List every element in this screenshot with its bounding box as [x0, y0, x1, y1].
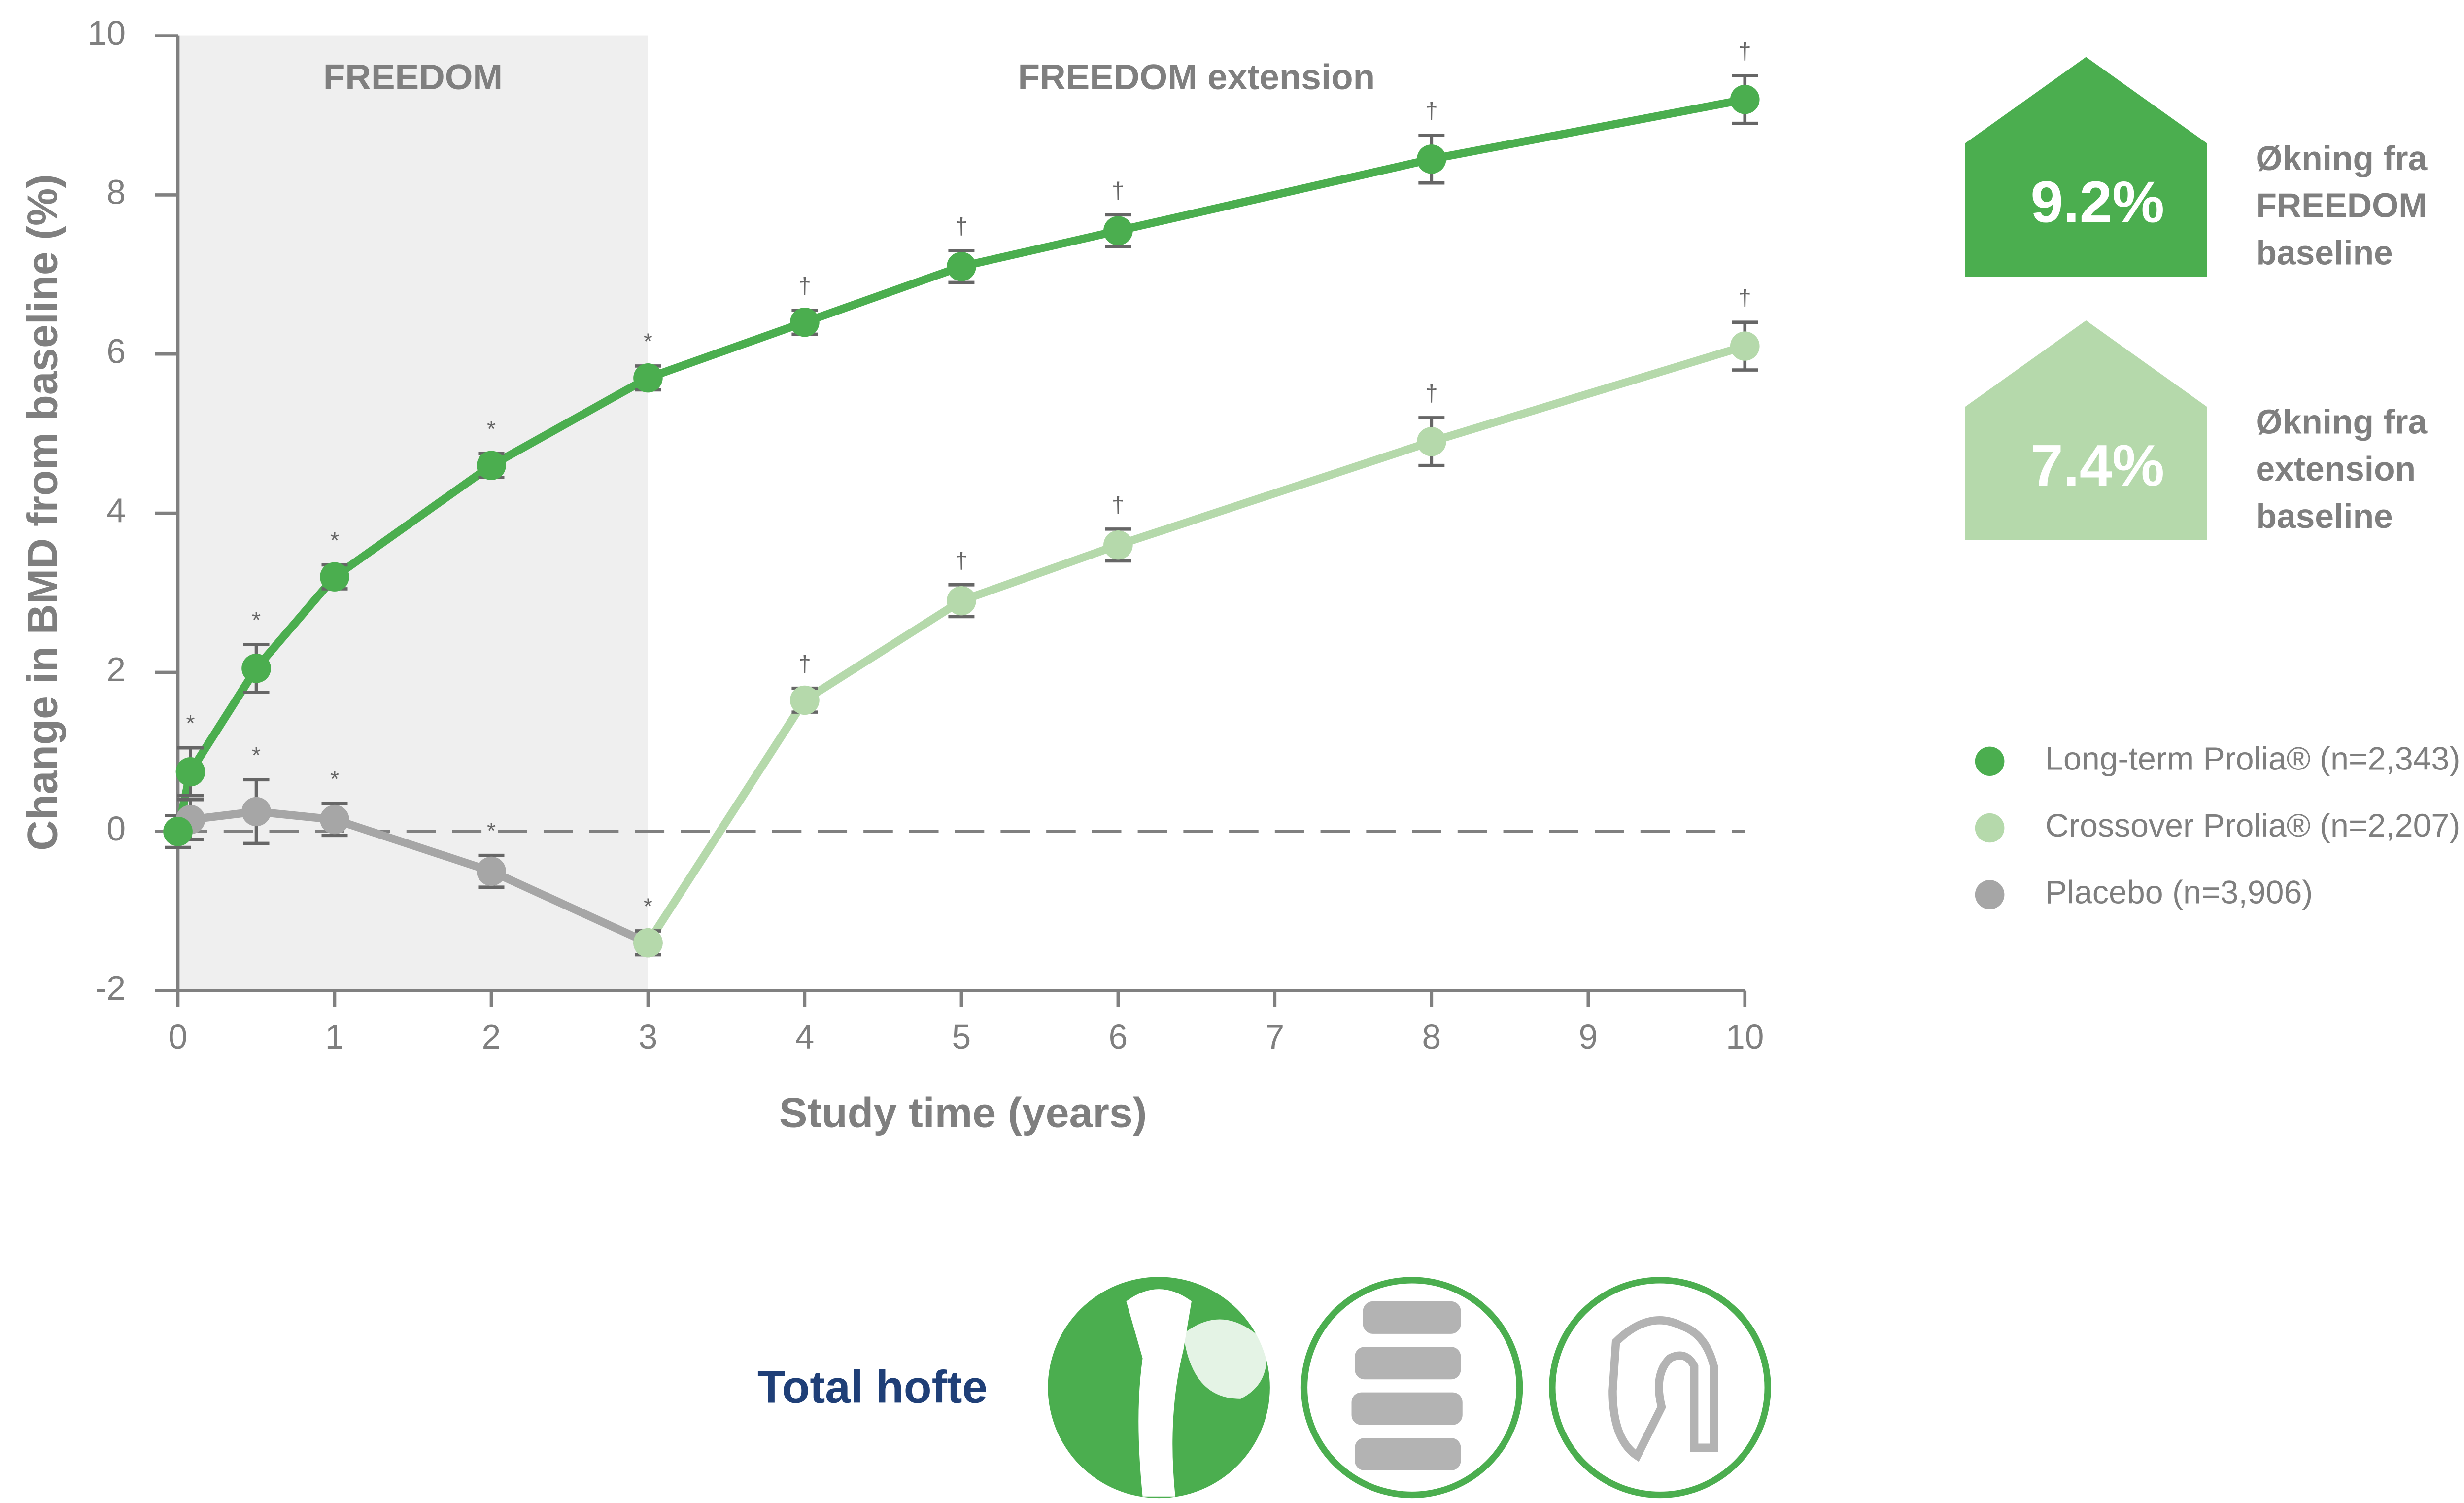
data-point [163, 817, 193, 846]
region-label: FREEDOM extension [1018, 57, 1375, 97]
point-label: † [1112, 491, 1125, 517]
footer-label: Total hofte [757, 1362, 988, 1413]
x-tick-label: 6 [1109, 1017, 1128, 1056]
y-axis-label: Change in BMD from baseline (%) [19, 174, 66, 851]
region-label: FREEDOM [323, 57, 503, 97]
data-point [633, 928, 663, 958]
legend-label: Long-term Prolia® (n=2,343) [2045, 741, 2460, 777]
shoulder-bone [1608, 1316, 1718, 1462]
pelvis [1183, 1319, 1267, 1399]
point-label: * [186, 710, 195, 736]
x-tick-label: 3 [639, 1017, 658, 1056]
data-point [1103, 530, 1133, 560]
callout-text: Økning fra [2256, 139, 2428, 177]
data-point [633, 363, 663, 393]
data-point [241, 797, 271, 827]
point-label: † [1112, 177, 1125, 203]
point-label: * [330, 766, 339, 792]
data-point [947, 251, 976, 281]
legend-marker [1975, 813, 2005, 843]
point-label: † [798, 651, 811, 676]
point-label: † [1425, 380, 1438, 406]
y-tick-label: 0 [106, 809, 126, 848]
data-point [175, 757, 205, 787]
legend-label: Crossover Prolia® (n=2,207) [2045, 807, 2460, 844]
data-point [241, 654, 271, 683]
data-point [477, 451, 506, 480]
point-label: * [644, 894, 652, 919]
point-label: * [330, 527, 339, 553]
y-tick-label: 6 [106, 332, 126, 371]
x-tick-label: 4 [795, 1017, 815, 1056]
x-tick-label: 5 [952, 1017, 971, 1056]
x-axis-label: Study time (years) [779, 1089, 1147, 1136]
point-label: † [1739, 38, 1751, 64]
callout-shape [1965, 57, 2207, 277]
x-tick-label: 0 [169, 1017, 188, 1056]
point-label: † [955, 213, 968, 239]
callout-text: baseline [2256, 233, 2393, 272]
data-point [320, 562, 349, 592]
icons [1048, 1277, 1771, 1499]
data-point [947, 586, 976, 616]
y-tick-label: 10 [88, 14, 126, 52]
callout-text: Økning fra [2256, 403, 2428, 441]
x-tick-label: 10 [1726, 1017, 1764, 1056]
point-label: * [252, 742, 261, 768]
point-label: * [644, 329, 652, 354]
y-tick-label: 2 [106, 650, 126, 689]
point-label: † [955, 547, 968, 573]
data-point [790, 307, 820, 337]
vertebrae [1351, 1301, 1463, 1471]
point-label: * [487, 818, 496, 843]
x-tick-label: 1 [325, 1017, 344, 1056]
point-label: † [1739, 285, 1751, 311]
x-tick-label: 9 [1578, 1017, 1598, 1056]
data-point [1730, 85, 1760, 114]
point-label: † [1425, 98, 1438, 123]
data-point [1417, 427, 1446, 456]
series-line [644, 342, 1746, 945]
callout-shape [1965, 320, 2207, 540]
data-point [1417, 144, 1446, 174]
x-tick-label: 2 [482, 1017, 501, 1056]
point-label: † [798, 273, 811, 299]
point-label: * [487, 416, 496, 442]
legend-marker [1975, 880, 2005, 909]
y-tick-label: 4 [106, 491, 126, 530]
legend-label: Placebo (n=3,906) [2045, 874, 2313, 910]
x-tick-label: 7 [1266, 1017, 1285, 1056]
point-label: * [252, 607, 261, 632]
y-tick-label: -2 [95, 969, 126, 1007]
callout-text: extension [2256, 450, 2416, 488]
data-point [790, 685, 820, 715]
data-point [320, 804, 349, 835]
legend-marker [1975, 746, 2005, 776]
hip-bone [1126, 1289, 1192, 1497]
data-point [1730, 331, 1760, 361]
callout-text: FREEDOM [2256, 186, 2427, 225]
callout-value: 9.2% [2030, 170, 2164, 235]
callout-text: baseline [2256, 497, 2393, 535]
x-tick-label: 8 [1422, 1017, 1441, 1056]
data-point [477, 856, 506, 886]
data-point [1103, 216, 1133, 245]
callout-value: 7.4% [2030, 433, 2164, 498]
y-tick-label: 8 [106, 173, 126, 211]
